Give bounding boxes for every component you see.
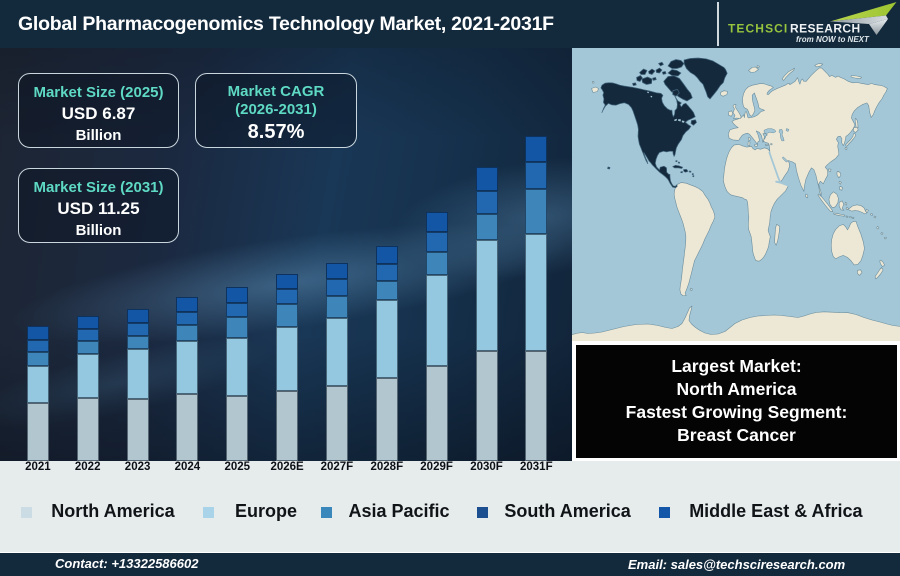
svg-text:TECHSCI: TECHSCI [728,22,788,36]
svg-text:RESEARCH: RESEARCH [790,22,861,36]
svg-text:from NOW to NEXT: from NOW to NEXT [796,35,870,44]
